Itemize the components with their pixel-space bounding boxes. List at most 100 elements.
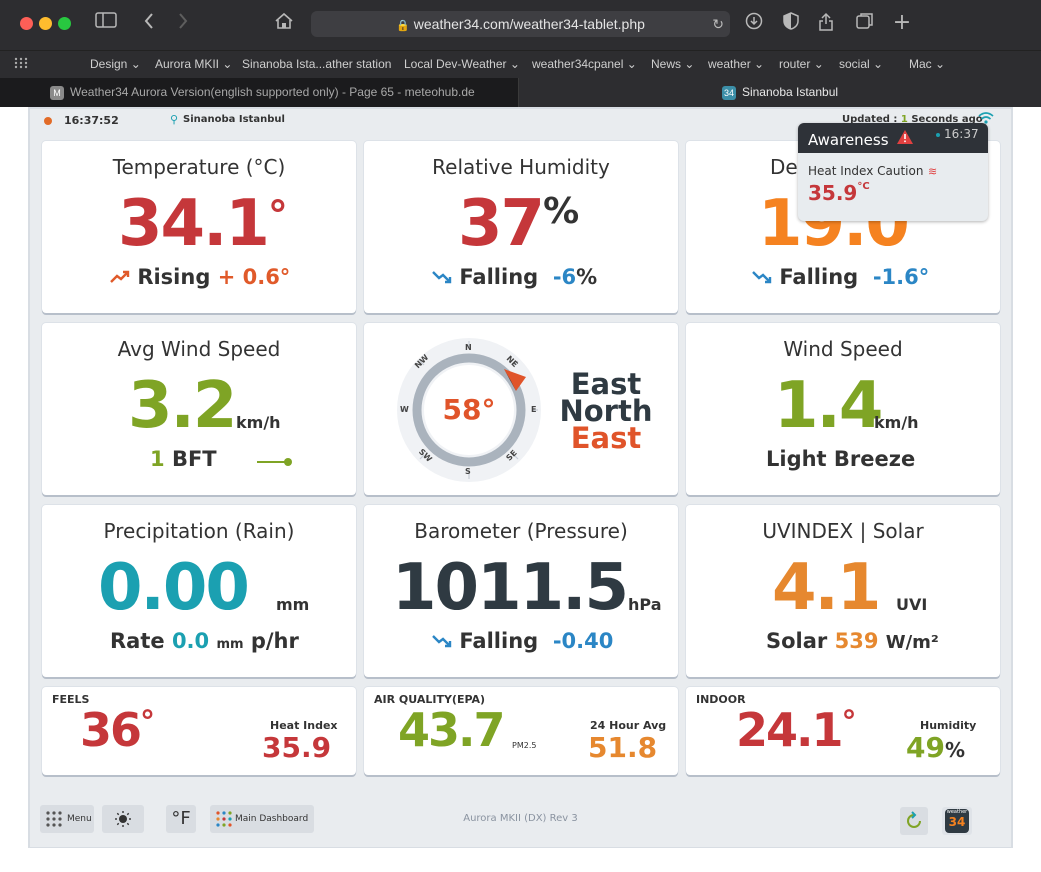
avg-wind-value: 3.2 xyxy=(128,369,237,443)
wind-direction-arrow-icon xyxy=(502,367,528,397)
feels-number: 36 xyxy=(80,703,142,757)
download-icon[interactable] xyxy=(742,12,766,36)
updated-unit: Seconds ago xyxy=(911,114,983,125)
bookmark-social[interactable]: social ⌄ xyxy=(839,57,883,71)
minimize-window-button[interactable] xyxy=(39,17,52,30)
compass-label-w: W xyxy=(400,405,409,414)
indoor-title: INDOOR xyxy=(696,693,746,706)
trend-down-icon xyxy=(432,629,452,653)
chevron-down-icon: ⌄ xyxy=(509,57,520,71)
home-icon[interactable] xyxy=(272,12,296,36)
sun-icon xyxy=(114,810,132,831)
chevron-down-icon: ⌄ xyxy=(873,57,884,71)
awareness-popup[interactable]: Awareness 16:37 Heat Index Caution ≋ 35.… xyxy=(798,123,988,221)
wind-description: Light Breeze xyxy=(766,447,916,471)
bft-label: BFT xyxy=(171,447,217,471)
humidity-card[interactable]: Relative Humidity 37% Falling -6% xyxy=(364,141,678,313)
avg-wind-unit: km/h xyxy=(236,413,281,432)
uv-unit: UVI xyxy=(896,595,928,614)
indoor-humidity-unit: % xyxy=(944,738,966,762)
reload-icon[interactable]: ↻ xyxy=(712,16,724,32)
indoor-humidity-number: 49 xyxy=(906,731,945,764)
humidity-number: 37 xyxy=(458,187,545,261)
logo-top-text: weather xyxy=(946,809,968,815)
url-text: weather34.com/weather34-tablet.php xyxy=(413,16,645,32)
refresh-button[interactable] xyxy=(900,807,928,835)
refresh-icon xyxy=(904,811,924,834)
humidity-unit: % xyxy=(543,191,579,232)
temperature-title: Temperature (°C) xyxy=(112,155,286,179)
uv-solar-card[interactable]: UVINDEX | Solar 4.1 UVI Solar 539 W/m² xyxy=(686,505,1000,677)
wind-speed-title: Wind Speed xyxy=(783,337,903,361)
page-content: 16:37:52 ⚲ Sinanoba Istanbul Updated : 1… xyxy=(0,107,1041,872)
bookmark-weather[interactable]: weather ⌄ xyxy=(708,57,764,71)
chevron-down-icon: ⌄ xyxy=(935,57,946,71)
barometer-trend-label: Falling xyxy=(459,629,539,653)
barometer-trend: Falling -0.40 xyxy=(432,629,613,653)
theme-toggle-button[interactable] xyxy=(102,805,144,833)
status-location: Sinanoba Istanbul xyxy=(183,114,285,125)
wind-flag-icon xyxy=(256,453,294,472)
temperature-trend-value: 0.6° xyxy=(242,265,291,289)
bookmarks-bar: Design ⌄ Aurora MKII ⌄ Sinanoba Ista...a… xyxy=(0,50,1041,78)
dewpoint-trend: Falling -1.6° xyxy=(752,265,929,289)
close-window-button[interactable] xyxy=(20,17,33,30)
bookmark-mac[interactable]: Mac ⌄ xyxy=(909,57,945,71)
solar-unit: W/m² xyxy=(885,632,939,653)
shield-icon[interactable] xyxy=(779,12,803,36)
avg-wind-card[interactable]: Avg Wind Speed 3.2 km/h 1 BFT xyxy=(42,323,356,495)
bookmark-local-dev[interactable]: Local Dev-Weather ⌄ xyxy=(404,57,520,71)
chevron-down-icon: ⌄ xyxy=(222,57,233,71)
tab-sinanoba[interactable]: 34 Sinanoba Istanbul xyxy=(519,78,1041,107)
indoor-number: 24.1 xyxy=(736,703,843,757)
temperature-value: 34.1° xyxy=(118,187,288,261)
rain-card[interactable]: Precipitation (Rain) 0.00 mm Rate 0.0 mm… xyxy=(42,505,356,677)
tab-meteohub[interactable]: M Weather34 Aurora Version(english suppor… xyxy=(0,78,519,107)
temperature-card[interactable]: Temperature (°C) 34.1° Rising + 0.6° xyxy=(42,141,356,313)
compass-degrees: 58° xyxy=(442,393,496,426)
avg-wind-title: Avg Wind Speed xyxy=(117,337,281,361)
main-dashboard-label: Main Dashboard xyxy=(235,814,309,824)
tab-favicon: 34 xyxy=(721,85,736,100)
barometer-card[interactable]: Barometer (Pressure) 1011.5 hPa Falling … xyxy=(364,505,678,677)
sidebar-icon[interactable] xyxy=(94,12,118,34)
air-quality-card[interactable]: AIR QUALITY(EPA) 43.7 PM2.5 24 Hour Avg … xyxy=(364,687,678,775)
indoor-value: 24.1° xyxy=(736,703,857,757)
compass-card[interactable]: N NE E SE S SW W NW 58° East North East xyxy=(364,323,678,495)
new-tab-icon[interactable]: + xyxy=(892,10,912,35)
address-bar[interactable]: 🔒 weather34.com/weather34-tablet.php ↻ xyxy=(311,11,730,37)
tabs-overview-icon[interactable] xyxy=(853,12,877,36)
air-quality-unit: PM2.5 xyxy=(512,741,537,750)
version-text: Aurora MKII (DX) Rev 3 xyxy=(463,813,578,824)
lock-icon: 🔒 xyxy=(396,20,410,32)
bookmark-label: Local Dev-Weather xyxy=(404,57,507,71)
bookmark-aurora[interactable]: Aurora MKII ⌄ xyxy=(155,57,232,71)
back-icon[interactable] xyxy=(137,12,161,36)
zoom-window-button[interactable] xyxy=(58,17,71,30)
awareness-header: Awareness 16:37 xyxy=(798,123,988,153)
grid-icon[interactable] xyxy=(14,57,28,73)
share-icon[interactable] xyxy=(814,12,838,38)
bookmark-label: Mac xyxy=(909,57,932,71)
menu-button[interactable]: Menu xyxy=(40,805,94,833)
bookmark-label: social xyxy=(839,57,870,71)
bookmark-router[interactable]: router ⌄ xyxy=(779,57,824,71)
wind-speed-card[interactable]: Wind Speed 1.4 km/h Light Breeze xyxy=(686,323,1000,495)
bookmark-cpanel[interactable]: weather34cpanel ⌄ xyxy=(532,57,637,71)
chevron-down-icon: ⌄ xyxy=(813,57,824,71)
weather34-logo-button[interactable]: weather 34 xyxy=(942,807,972,835)
logo-number: 34 xyxy=(948,815,966,829)
unit-toggle-button[interactable]: °F xyxy=(166,805,196,833)
forward-icon[interactable] xyxy=(171,12,195,36)
temperature-number: 34.1 xyxy=(118,187,270,261)
dewpoint-trend-label: Falling xyxy=(779,265,859,289)
feels-card[interactable]: FEELS 36° Heat Index 35.9 xyxy=(42,687,356,775)
bookmark-sinanoba[interactable]: Sinanoba Ista...ather station xyxy=(242,57,391,71)
main-dashboard-button[interactable]: Main Dashboard xyxy=(210,805,314,833)
bookmark-design[interactable]: Design ⌄ xyxy=(90,57,141,71)
direction-line3: East xyxy=(570,421,642,455)
bookmark-news[interactable]: News ⌄ xyxy=(651,57,694,71)
indoor-card[interactable]: INDOOR 24.1° Humidity 49% xyxy=(686,687,1000,775)
status-bar: 16:37:52 ⚲ Sinanoba Istanbul Updated : 1… xyxy=(30,109,1011,133)
warning-icon xyxy=(896,129,914,149)
